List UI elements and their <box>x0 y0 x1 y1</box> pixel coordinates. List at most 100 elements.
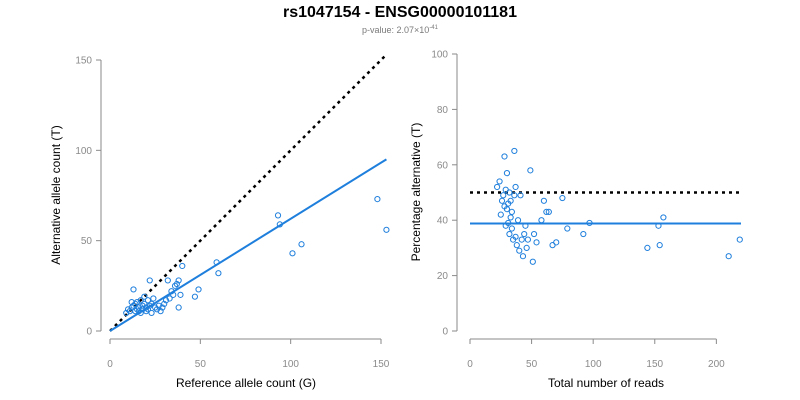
data-point <box>505 219 512 227</box>
right-x-tick-label: 0 <box>467 359 473 370</box>
left-points <box>123 196 390 317</box>
data-point <box>289 250 296 257</box>
data-point <box>148 309 155 317</box>
data-point <box>496 178 503 185</box>
data-point <box>516 247 523 254</box>
data-point <box>215 270 222 277</box>
data-point <box>553 239 560 246</box>
data-point <box>503 170 511 177</box>
data-point <box>137 297 144 304</box>
data-point <box>503 206 511 213</box>
data-point <box>524 236 531 243</box>
data-point <box>161 300 168 307</box>
data-point <box>195 286 202 293</box>
left-fit-line <box>109 158 387 332</box>
data-point <box>529 258 536 265</box>
left-reference-line <box>109 53 388 332</box>
right-x-axis-title: Total number of reads <box>548 376 664 390</box>
data-point <box>141 293 148 300</box>
data-point <box>153 306 161 313</box>
right-x-tick-label: 150 <box>646 359 663 370</box>
data-point <box>171 282 179 289</box>
data-point <box>124 306 132 313</box>
data-point <box>527 167 534 174</box>
data-point <box>148 300 155 307</box>
data-point <box>522 222 529 229</box>
data-point <box>144 297 152 304</box>
data-point <box>159 304 166 311</box>
left-y-tick-label: 0 <box>86 327 92 338</box>
data-point <box>725 253 732 260</box>
data-point <box>170 291 177 298</box>
data-point <box>523 244 530 251</box>
left-x-tick-label: 0 <box>107 359 113 370</box>
data-point <box>543 208 550 215</box>
right-y-tick-label: 20 <box>437 271 449 282</box>
data-point <box>130 302 137 309</box>
data-point <box>644 244 651 251</box>
data-point <box>150 295 157 302</box>
data-point <box>559 194 566 202</box>
data-point <box>506 230 513 238</box>
data-point <box>134 298 141 306</box>
right-x-axis: 0 50 100 150 200 <box>467 338 725 370</box>
data-point <box>521 230 528 238</box>
data-point <box>146 302 153 309</box>
right-x-tick-label: 100 <box>585 359 602 370</box>
data-point <box>298 241 305 248</box>
chart-title: rs1047154 - ENSG00000101181 <box>283 4 517 21</box>
data-point <box>146 277 153 284</box>
left-x-tick-label: 150 <box>373 359 390 370</box>
data-point <box>162 297 170 304</box>
data-point <box>501 153 508 160</box>
data-point <box>166 295 173 302</box>
data-point <box>144 306 152 313</box>
data-point <box>128 304 135 311</box>
data-point <box>132 308 139 315</box>
pvalue-subtitle: p-value: 2.07×10-41 <box>0 25 800 35</box>
right-x-tick-label: 200 <box>708 359 725 370</box>
data-point <box>155 302 162 309</box>
data-point <box>164 277 171 284</box>
data-point <box>500 192 507 199</box>
right-points <box>494 147 743 265</box>
data-point <box>508 225 515 232</box>
left-y-tick-label: 150 <box>75 56 92 67</box>
data-point <box>517 192 524 199</box>
data-point <box>141 300 148 307</box>
data-point <box>506 189 513 196</box>
data-point <box>507 214 514 221</box>
left-y-tick-label: 50 <box>81 236 93 247</box>
data-point <box>655 222 662 229</box>
right-y-tick-label: 0 <box>442 327 448 338</box>
right-x-tick-label: 50 <box>526 359 538 370</box>
data-point <box>274 212 282 219</box>
data-point <box>143 308 150 315</box>
left-y-tick-label: 100 <box>75 146 92 157</box>
right-y-axis-title: Percentage alternative (T) <box>409 123 423 262</box>
data-point <box>177 291 184 298</box>
right-y-axis: 0 20 40 60 80 100 <box>431 50 458 338</box>
data-point <box>157 308 164 315</box>
data-point <box>586 219 593 227</box>
data-point <box>123 309 130 317</box>
left-x-axis: 0 50 100 150 <box>107 338 390 370</box>
data-point <box>511 147 518 155</box>
data-point <box>276 221 283 228</box>
data-point <box>175 277 182 284</box>
data-point <box>374 196 381 203</box>
data-point <box>519 253 527 260</box>
right-y-tick-label: 80 <box>437 105 449 116</box>
data-point <box>135 308 143 315</box>
data-point <box>173 280 180 288</box>
data-point <box>518 236 525 243</box>
data-point <box>130 286 137 293</box>
data-point <box>135 304 143 311</box>
data-point <box>168 288 175 295</box>
left-x-tick-label: 100 <box>282 359 299 370</box>
percentage-panel: 0 50 100 150 200 0 20 40 60 80 100 Total number of … <box>409 50 743 390</box>
data-point <box>494 183 501 191</box>
left-x-tick-label: 50 <box>195 359 207 370</box>
data-point <box>179 262 186 270</box>
